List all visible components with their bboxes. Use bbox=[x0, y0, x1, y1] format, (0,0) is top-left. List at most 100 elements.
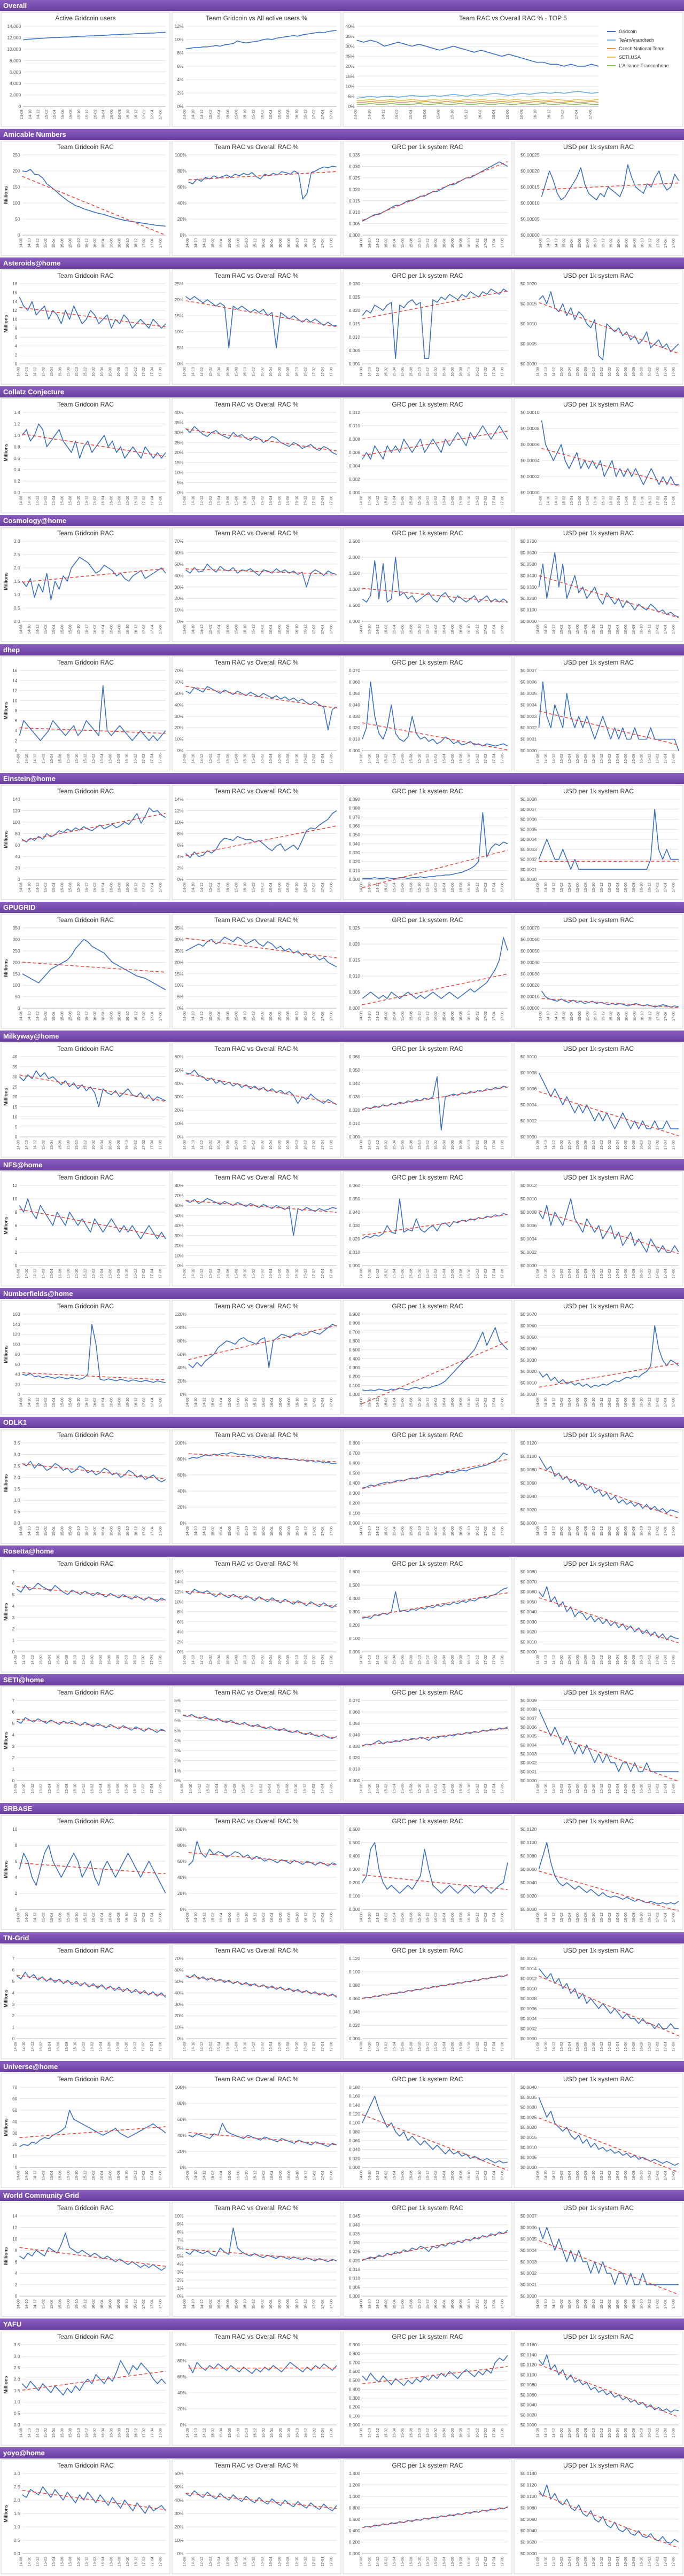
x-tick-label: 14-12 bbox=[31, 1655, 35, 1665]
x-tick-label: 15-12 bbox=[254, 2171, 258, 2180]
x-tick-label: 14-08 bbox=[536, 2428, 540, 2438]
x-tick-label: 15-02 bbox=[44, 1398, 48, 1407]
x-tick-label: 16-02 bbox=[94, 2557, 97, 2566]
chart-title: Team RAC vs Overall RAC % bbox=[214, 1689, 299, 1696]
x-tick-label: 15-08 bbox=[409, 753, 413, 763]
x-tick-label: 14-12 bbox=[34, 753, 37, 763]
x-tick-label: 16-06 bbox=[278, 625, 282, 634]
y-tick-label: 40 bbox=[15, 1372, 20, 1377]
section-charts: Team Gridcoin RAC010203040506070Millions… bbox=[1, 2073, 683, 2188]
chart-frame bbox=[1, 1300, 170, 1415]
chart-team-rac-vs-overall-rac: Team RAC vs Overall RAC %0%20%40%60%80%1… bbox=[172, 140, 341, 256]
chart-title: Team Gridcoin vs All active users % bbox=[206, 14, 307, 22]
x-tick-label: 15-02 bbox=[385, 883, 388, 892]
y-tick-label: 0.010 bbox=[349, 736, 361, 741]
x-tick-label: 16-12 bbox=[648, 2428, 652, 2438]
x-tick-label: 15-06 bbox=[576, 2041, 580, 2051]
x-tick-label: 14-10 bbox=[368, 883, 372, 892]
y-tick-label: 0.060 bbox=[349, 1183, 361, 1188]
x-tick-label: 16-02 bbox=[608, 2557, 612, 2566]
x-tick-label: 16-12 bbox=[476, 1269, 480, 1278]
chart-frame bbox=[514, 2459, 683, 2574]
x-tick-label: 17-02 bbox=[143, 2557, 146, 2566]
x-tick-label: 17-06 bbox=[159, 367, 162, 377]
x-tick-label: 16-02 bbox=[94, 625, 97, 634]
y-tick-label: 4 bbox=[12, 1990, 14, 1995]
x-tick-label: 14-12 bbox=[376, 1398, 380, 1407]
x-tick-label: 15-06 bbox=[59, 753, 63, 763]
x-tick-label: 14-12 bbox=[552, 2299, 556, 2309]
y-tick-label: 70% bbox=[175, 1955, 184, 1961]
chart-title: GRC per 1k system RAC bbox=[392, 529, 463, 537]
x-tick-label: 16-12 bbox=[305, 1398, 308, 1407]
x-tick-label: 16-08 bbox=[287, 2171, 291, 2180]
x-tick-label: 17-02 bbox=[656, 1140, 660, 1150]
y-tick-label: $0.0050 bbox=[520, 1334, 537, 1340]
trend-line bbox=[539, 1467, 679, 1519]
x-tick-label: 17-04 bbox=[493, 1269, 496, 1278]
x-tick-label: 15-08 bbox=[235, 625, 238, 634]
x-tick-label: 17-04 bbox=[493, 1913, 496, 1922]
x-tick-label: 16-06 bbox=[451, 2428, 455, 2438]
x-tick-label: 14-10 bbox=[544, 2171, 548, 2180]
chart-frame bbox=[172, 785, 341, 900]
x-tick-label: 15-10 bbox=[592, 2428, 596, 2438]
y-tick-label: $0.0005 bbox=[520, 341, 537, 347]
x-tick-label: 15-10 bbox=[244, 496, 247, 505]
x-tick-label: 15-10 bbox=[77, 1011, 81, 1021]
x-tick-label: 16-04 bbox=[269, 1269, 273, 1278]
chart-team-gridcoin-vs-all-active-users: Team Gridcoin vs All active users %0%2%4… bbox=[172, 12, 341, 127]
x-tick-label: 17-02 bbox=[484, 2428, 488, 2438]
x-tick-label: 17-06 bbox=[672, 496, 676, 505]
y-tick-label: $0.0100 bbox=[520, 1840, 537, 1845]
chart-team-rac-vs-overall-rac: Team RAC vs Overall RAC %0%20%40%60%80%1… bbox=[172, 1300, 341, 1415]
x-tick-label: 15-08 bbox=[69, 2557, 73, 2566]
x-tick-label: 15-06 bbox=[576, 367, 580, 377]
chart-title: GRC per 1k system RAC bbox=[392, 1302, 463, 1310]
x-tick-label: 17-04 bbox=[321, 2299, 325, 2309]
trend-line bbox=[22, 1463, 166, 1480]
x-tick-label: 14-12 bbox=[36, 883, 40, 892]
y-tick-label: 8 bbox=[15, 1843, 18, 1848]
y-tick-label: 0% bbox=[180, 232, 187, 238]
x-tick-label: 15-02 bbox=[209, 1140, 213, 1150]
x-tick-label: 16-06 bbox=[624, 1784, 628, 1793]
x-tick-label: 14-12 bbox=[376, 1140, 380, 1150]
y-tick-label: $0.0000 bbox=[520, 2293, 537, 2299]
y-tick-label: $0.0000 bbox=[520, 1263, 537, 1268]
x-tick-label: 15-06 bbox=[576, 753, 580, 763]
chart-title: GRC per 1k system RAC bbox=[392, 2075, 463, 2083]
y-tick-label: 40% bbox=[177, 1365, 186, 1370]
x-tick-label: 15-02 bbox=[209, 2041, 213, 2051]
y-tick-label: $0.00020 bbox=[520, 168, 540, 174]
x-tick-label: 15-08 bbox=[409, 238, 413, 248]
x-tick-label: 16-02 bbox=[262, 2428, 266, 2438]
x-tick-label: 16-02 bbox=[434, 883, 438, 892]
x-tick-label: 16-04 bbox=[269, 1655, 273, 1665]
y-tick-label: $0.0006 bbox=[520, 679, 537, 684]
x-tick-label: 15-12 bbox=[83, 2299, 87, 2309]
chart-grc-per-1k-system-rac: GRC per 1k system RAC0.0000.1000.2000.30… bbox=[343, 1300, 512, 1415]
x-tick-label: 14-08 bbox=[354, 110, 358, 119]
x-tick-label: 15-02 bbox=[209, 2299, 213, 2309]
y-tick-label: 0.140 bbox=[349, 2102, 361, 2107]
x-tick-label: 16-08 bbox=[118, 2557, 122, 2566]
trend-line bbox=[19, 1074, 166, 1102]
x-tick-label: 17-06 bbox=[501, 1269, 504, 1278]
y-tick-label: $0.0400 bbox=[520, 573, 537, 579]
x-tick-label: 16-04 bbox=[102, 1011, 105, 1021]
x-tick-label: 15-08 bbox=[584, 1655, 588, 1665]
x-tick-label: 15-06 bbox=[228, 1398, 232, 1407]
x-tick-label: 16-10 bbox=[468, 2557, 471, 2566]
x-tick-label: 15-02 bbox=[560, 883, 564, 892]
x-tick-label: 14-10 bbox=[25, 1269, 29, 1278]
x-tick-label: 16-04 bbox=[442, 367, 446, 377]
y-tick-label: 0.000 bbox=[349, 2551, 361, 2556]
chart-title: Team Gridcoin RAC bbox=[57, 1817, 114, 1825]
x-tick-label: 14-08 bbox=[360, 625, 363, 634]
y-tick-label: 100% bbox=[175, 1826, 186, 1832]
y-tick-label: 1.000 bbox=[349, 587, 361, 592]
x-tick-label: 16-02 bbox=[434, 1655, 438, 1665]
x-tick-label: 17-04 bbox=[493, 2299, 496, 2309]
x-tick-label: 15-06 bbox=[228, 238, 232, 248]
